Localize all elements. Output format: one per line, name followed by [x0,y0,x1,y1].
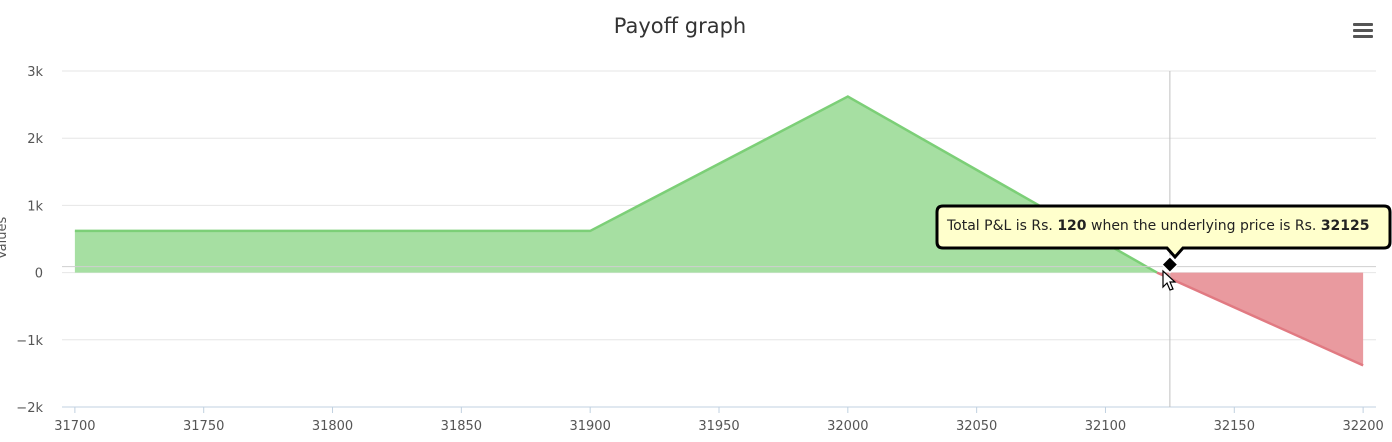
tooltip-pnl: 120 [1057,218,1086,234]
x-tick-label: 32200 [1342,419,1383,434]
y-tick-label: 0 [35,267,43,282]
x-axis: 31700 31750 31800 31850 31900 31950 32000 32050… [54,406,1384,434]
x-tick-label: 31950 [698,419,739,434]
x-tick-label: 32050 [956,419,997,434]
y-tick-label: −1k [16,334,43,349]
payoff-areas [62,95,1376,367]
mouse-cursor-icon [1162,269,1177,291]
y-tick-label: 1k [27,199,43,214]
x-tick-label: 31750 [183,419,224,434]
tooltip-text-1: Total P&L is Rs. [946,218,1057,234]
y-axis-ticks: −2k −1k 0 1k 2k 3k [16,65,43,416]
tooltip-price: 32125 [1321,218,1370,234]
y-tick-label: 2k [27,132,43,147]
chart-title: Payoff graph [614,14,746,38]
profit-area [74,96,1158,273]
tooltip: Total P&L is Rs. 120 when the underlying… [935,204,1392,260]
tooltip-text: Total P&L is Rs. 120 when the underlying… [946,218,1370,234]
x-tick-label: 32100 [1085,419,1126,434]
tooltip-text-2: when the underlying price is Rs. [1087,218,1321,234]
x-tick-label: 31900 [569,419,610,434]
x-tick-label: 32000 [827,419,868,434]
x-tick-label: 31800 [312,419,353,434]
y-tick-label: −2k [16,401,43,416]
y-axis-label: Values [0,217,10,260]
x-tick-label: 31850 [441,419,482,434]
tooltip-box [935,204,1392,260]
x-tick-label: 31700 [54,419,95,434]
hamburger-menu-icon[interactable] [1346,16,1376,46]
hover-marker-layer [1160,255,1179,274]
x-tick-label: 32150 [1214,419,1255,434]
profit-line [74,95,1158,274]
hover-point-marker [1160,255,1179,274]
loss-line [1156,271,1364,367]
y-tick-label: 3k [27,65,43,80]
